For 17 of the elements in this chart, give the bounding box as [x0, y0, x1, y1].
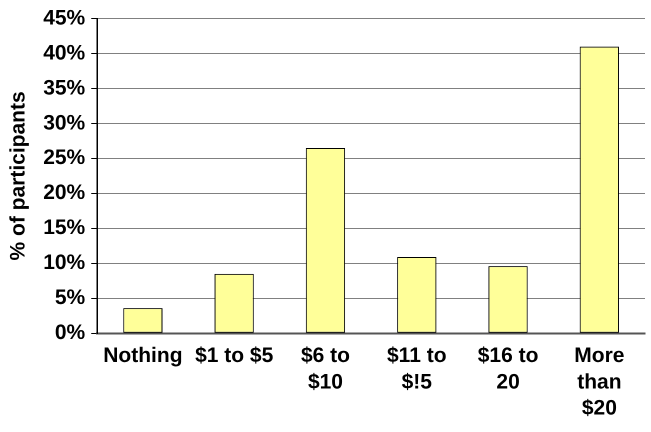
- y-tick-label: 10%: [43, 251, 86, 274]
- y-tick-label: 35%: [43, 76, 86, 100]
- y-tick-label: 40%: [43, 41, 86, 64]
- x-tick-label: $11 to $!5: [386, 344, 447, 394]
- x-tick-label: $6 to $10: [300, 344, 350, 394]
- y-tick-label: 15%: [43, 216, 86, 240]
- y-tick-label: 0%: [54, 321, 86, 344]
- x-tick-label: $16 to 20: [478, 344, 538, 394]
- y-tick-label: 25%: [43, 146, 86, 170]
- y-tick-label: 30%: [43, 111, 86, 134]
- x-tick-label: $1 to $5: [195, 344, 274, 368]
- y-tick-label: 45%: [43, 6, 86, 30]
- y-tick-label: 20%: [43, 181, 86, 204]
- x-tick-label: More than $20: [574, 344, 624, 420]
- y-tick-label: 5%: [54, 286, 86, 310]
- x-tick-label: Nothing: [103, 344, 183, 368]
- y-axis-title: % of participants: [6, 91, 30, 261]
